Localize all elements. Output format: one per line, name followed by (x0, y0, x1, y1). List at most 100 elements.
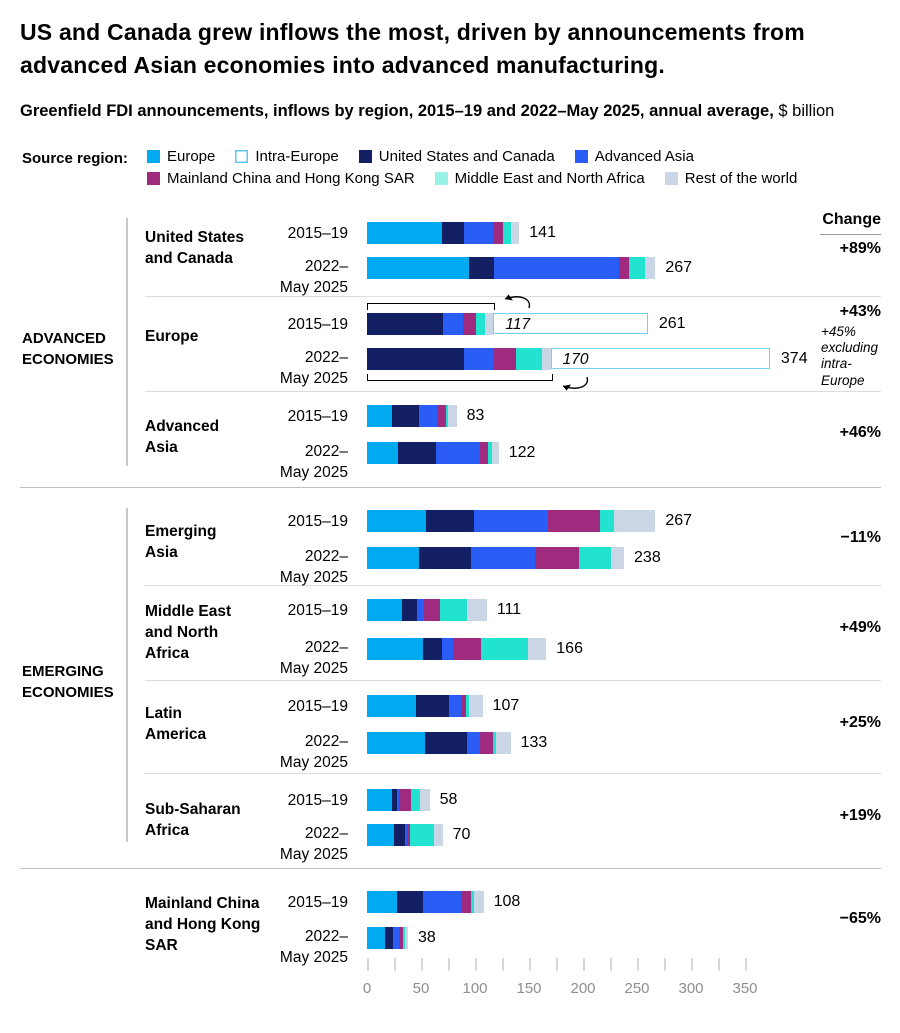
axis-tick-label: 250 (624, 980, 650, 997)
bar-segment-intra-europe (550, 348, 770, 369)
legend-item-rest: Rest of the world (664, 170, 798, 187)
bar-segment-mena (476, 313, 485, 335)
period-label-line: May 2025 (279, 754, 348, 771)
excl-intra-bracket (367, 374, 553, 381)
period-label-line: 2022– (304, 548, 348, 565)
bar-segment-china (406, 824, 411, 846)
axis-tick (583, 958, 585, 971)
bar-segment-us_canada (385, 927, 393, 949)
bar-segment-europe (367, 599, 402, 621)
bar-segment-mena (503, 222, 511, 244)
axis-tick (448, 958, 450, 971)
region-separator (145, 773, 881, 774)
period-label-line: 2022– (304, 639, 348, 656)
period-label: 2015–19 (240, 406, 348, 427)
period-label: 2015–19 (240, 600, 348, 621)
axis-tick (718, 958, 720, 971)
bar-segment-us_canada (401, 599, 417, 621)
period-label: 2015–19 (240, 223, 348, 244)
region-separator (145, 391, 881, 392)
bar-total: 122 (508, 444, 536, 461)
excl-intra-bracket (367, 303, 496, 310)
mena-swatch-icon (434, 172, 448, 185)
bar-segment-advanced_asia (392, 927, 400, 949)
bar-segment-advanced_asia (416, 599, 425, 621)
axis-tick (745, 958, 747, 971)
change-header-underline (820, 234, 881, 235)
group-label: ADVANCED ECONOMIES (22, 328, 114, 370)
bar-total: 58 (439, 791, 458, 808)
bar-segment-mena (481, 638, 528, 660)
bar-segment-us_canada (418, 547, 471, 569)
legend-item-europe: Europe (147, 148, 215, 165)
period-label-line: 2022– (304, 258, 348, 275)
region-label-line: Europe (145, 328, 199, 345)
axis-tick-label: 200 (570, 980, 596, 997)
legend-title: Source region: (22, 150, 128, 167)
bar-segment-mena (516, 348, 542, 370)
legend-item-label: Rest of the world (684, 170, 798, 187)
bar-segment-china (463, 313, 477, 335)
period-label-line: May 2025 (279, 569, 348, 586)
period-label: 2015–19 (240, 314, 348, 335)
bar-segment-rest (468, 695, 483, 717)
region-separator (145, 585, 881, 586)
period-label-line: 2015–19 (287, 792, 348, 809)
bar-segment-rest (433, 824, 443, 846)
bar-segment-mena (470, 891, 474, 913)
legend-item-label: Intra-Europe (255, 148, 339, 165)
bar-segment-us_canada (468, 257, 495, 279)
bar-total: 261 (658, 315, 686, 332)
period-label-line: 2015–19 (287, 513, 348, 530)
region-label-mena: Middle East and North Africa (145, 601, 285, 664)
bar-segment-china (424, 599, 441, 621)
bar-segment-europe (367, 222, 442, 244)
bar-segment-advanced_asia (442, 313, 464, 335)
axis-tick-label: 300 (678, 980, 704, 997)
bar-total: 166 (556, 640, 583, 657)
period-label-line: 2022– (304, 349, 348, 366)
period-label: 2022– May 2025 (240, 823, 348, 865)
axis-tick-label: 100 (462, 980, 488, 997)
period-label: 2022– May 2025 (240, 926, 348, 968)
bar-segment-china (438, 405, 446, 427)
region-label-line: and North (145, 624, 219, 641)
bar-segment-intra-europe (493, 313, 648, 334)
bar-segment-us_canada (441, 222, 465, 244)
bar-segment-us_canada (426, 510, 474, 532)
bar-segment-rest (541, 348, 551, 370)
bar-segment-rest (527, 638, 547, 660)
period-label-line: May 2025 (279, 846, 348, 863)
change-value-europe: +43% (839, 303, 881, 320)
period-label: 2015–19 (240, 892, 348, 913)
bar-segment-mena (466, 695, 469, 717)
change-value-adv_asia: +46% (839, 424, 881, 441)
period-label-line: May 2025 (279, 464, 348, 481)
bar-segment-china (453, 638, 482, 660)
europe-swatch-icon (147, 150, 160, 163)
bar-segment-europe (367, 638, 424, 660)
bar-segment-advanced_asia (436, 442, 481, 464)
bar-total: 133 (520, 734, 548, 751)
legend-row: Europe Intra-Europe United States and Cana… (147, 148, 694, 165)
bar-segment-europe (367, 789, 392, 811)
legend-item-mena: Middle East and North Africa (434, 170, 645, 187)
legend-item-label: Europe (167, 148, 216, 165)
bar-segment-mena (487, 442, 493, 464)
bar-segment-rest (611, 547, 625, 569)
bar-segment-rest (492, 442, 499, 464)
bar-segment-europe (367, 927, 386, 949)
region-label-line: Latin (145, 705, 183, 722)
axis-tick (556, 958, 558, 971)
period-label-line: 2022– (304, 825, 348, 842)
period-label-line: 2015–19 (287, 408, 348, 425)
bar-segment-advanced_asia (404, 824, 407, 846)
axis-tick-label: 0 (362, 980, 372, 997)
axis-tick-label: 150 (516, 980, 542, 997)
bar-segment-rest (644, 257, 656, 279)
group-separator (20, 868, 881, 869)
bar-segment-rest (473, 891, 484, 913)
bar-segment-advanced_asia (423, 891, 461, 913)
bar-total: 108 (493, 893, 521, 910)
region-label-line: Mainland China (145, 895, 260, 912)
